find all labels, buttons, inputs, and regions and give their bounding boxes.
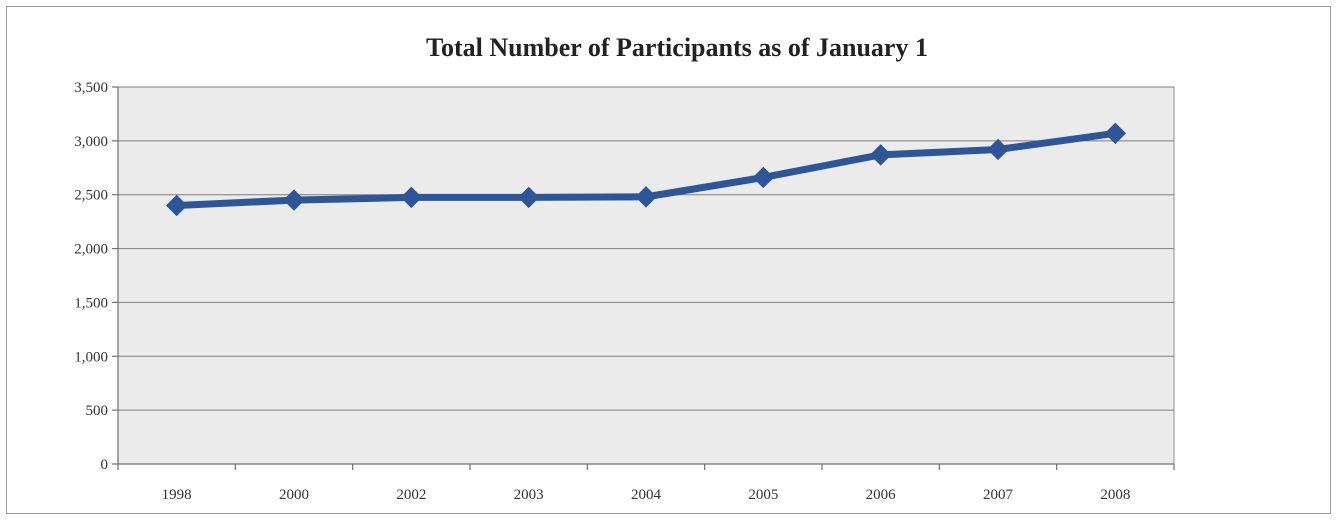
data-point-marker (752, 166, 775, 189)
data-point-marker (283, 189, 305, 211)
y-axis-tick-labels: 0 500 1,000 1,500 2,000 2,500 3,000 3,500 (74, 80, 108, 473)
x-tick-label: 2007 (983, 487, 1014, 503)
x-tick-label: 2006 (866, 487, 897, 503)
y-tick-label: 2,000 (74, 242, 108, 258)
y-tick-label: 1,000 (74, 349, 108, 365)
data-point-marker (400, 186, 423, 209)
x-tick-label: 1998 (162, 487, 192, 503)
data-point-marker (1104, 122, 1127, 145)
x-tick-label: 2005 (748, 487, 778, 503)
axes (112, 86, 1175, 470)
x-tick-label: 2000 (279, 487, 309, 503)
x-tick-label: 2004 (631, 487, 662, 503)
x-tick-label: 2002 (396, 487, 426, 503)
y-tick-label: 3,000 (74, 134, 108, 150)
data-point-marker (869, 144, 892, 166)
line-chart: Total Number of Participants as of Janua… (74, 33, 1175, 503)
x-tick-label: 2003 (514, 487, 544, 503)
data-point-marker (165, 194, 188, 217)
data-point-marker (987, 138, 1009, 161)
y-tick-label: 0 (101, 457, 109, 473)
y-tick-label: 3,500 (74, 80, 108, 96)
chart-container: Total Number of Participants as of Janua… (6, 6, 1331, 514)
chart-title: Total Number of Participants as of Janua… (426, 33, 928, 62)
y-tick-label: 1,500 (74, 295, 108, 311)
y-tick-label: 500 (86, 403, 109, 419)
data-point-marker (635, 186, 657, 208)
x-axis-tick-labels: 1998 2000 2002 2003 2004 2005 2006 2007 2008 (162, 487, 1131, 503)
markers-layer (165, 122, 1127, 217)
data-point-marker (517, 186, 540, 209)
y-tick-label: 2,500 (74, 188, 108, 204)
x-tick-label: 2008 (1100, 487, 1130, 503)
